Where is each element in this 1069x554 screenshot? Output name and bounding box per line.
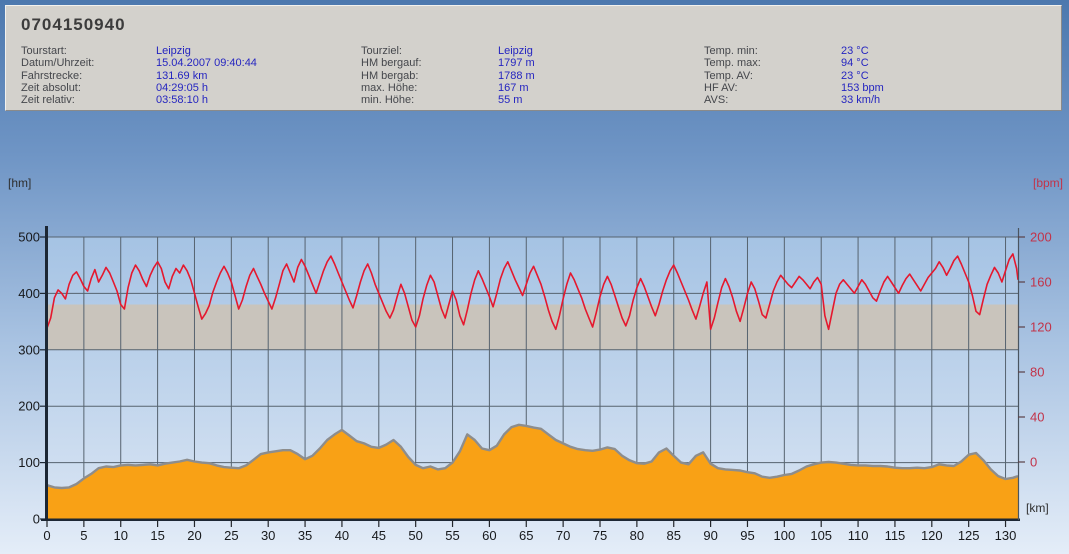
svg-text:0: 0 bbox=[1030, 455, 1037, 470]
stat-value: 04:29:05 h bbox=[156, 81, 208, 94]
svg-text:200: 200 bbox=[1030, 230, 1052, 245]
stat-row: Temp. max: 94 °C bbox=[704, 57, 884, 69]
stat-column: Tourstart: Leipzig Datum/Uhrzeit: 15.04.200… bbox=[21, 45, 257, 106]
svg-text:30: 30 bbox=[261, 528, 275, 543]
stat-row: Temp. min: 23 °C bbox=[704, 45, 884, 57]
stat-label: Zeit relativ: bbox=[21, 94, 75, 107]
stat-row: Temp. AV: 23 °C bbox=[704, 70, 884, 82]
stat-row: Zeit absolut: 04:29:05 h bbox=[21, 82, 257, 94]
svg-text:400: 400 bbox=[18, 286, 40, 301]
svg-text:75: 75 bbox=[593, 528, 607, 543]
svg-text:130: 130 bbox=[995, 528, 1017, 543]
axes bbox=[40, 226, 1025, 527]
svg-text:60: 60 bbox=[482, 528, 496, 543]
svg-text:85: 85 bbox=[667, 528, 681, 543]
stat-column: Tourziel: Leipzig HM bergauf: 1797 m HM berg… bbox=[361, 45, 535, 106]
svg-text:55: 55 bbox=[445, 528, 459, 543]
stat-label: min. Höhe: bbox=[361, 94, 415, 107]
svg-text:35: 35 bbox=[298, 528, 312, 543]
stat-row: AVS: 33 km/h bbox=[704, 94, 884, 106]
svg-text:70: 70 bbox=[556, 528, 570, 543]
stat-row: max. Höhe: 167 m bbox=[361, 82, 535, 94]
stat-value: 03:58:10 h bbox=[156, 94, 208, 107]
svg-text:80: 80 bbox=[630, 528, 644, 543]
svg-text:300: 300 bbox=[18, 342, 40, 357]
stat-row: HF AV: 153 bpm bbox=[704, 82, 884, 94]
stat-value: Leipzig bbox=[156, 45, 191, 57]
stat-label: HM bergab: bbox=[361, 69, 419, 82]
stat-value: 33 km/h bbox=[841, 94, 881, 107]
stat-label: HF AV: bbox=[704, 81, 738, 94]
stat-label: HM bergauf: bbox=[361, 57, 422, 70]
svg-text:100: 100 bbox=[18, 455, 40, 470]
svg-text:100: 100 bbox=[773, 528, 795, 543]
stat-label: Temp. AV: bbox=[704, 69, 753, 82]
axis-tick-labels: 0 100 200 300 400 500 0 40 80 120 160 200 0 5 10 15 20 25… bbox=[18, 230, 1051, 544]
svg-text:160: 160 bbox=[1030, 275, 1052, 290]
svg-text:15: 15 bbox=[150, 528, 164, 543]
stat-value: 23 °C bbox=[841, 45, 869, 57]
stat-value: 1797 m bbox=[498, 57, 535, 70]
svg-text:50: 50 bbox=[408, 528, 422, 543]
heart-rate-line bbox=[46, 253, 1019, 331]
stat-value: 153 bpm bbox=[841, 81, 884, 94]
stat-value: 55 m bbox=[498, 94, 523, 107]
stat-label: Tourstart: bbox=[21, 45, 67, 57]
svg-text:115: 115 bbox=[885, 528, 906, 543]
stat-value: 23 °C bbox=[841, 69, 869, 82]
svg-text:125: 125 bbox=[958, 528, 980, 543]
stat-label: max. Höhe: bbox=[361, 81, 418, 94]
stat-value: 1788 m bbox=[498, 69, 535, 82]
hr-zone-band bbox=[47, 304, 1018, 350]
stat-value: 131.69 km bbox=[156, 69, 208, 82]
svg-text:90: 90 bbox=[703, 528, 717, 543]
svg-text:80: 80 bbox=[1030, 365, 1044, 380]
stat-row: HM bergab: 1788 m bbox=[361, 70, 535, 82]
stat-row: HM bergauf: 1797 m bbox=[361, 57, 535, 69]
stat-value: 94 °C bbox=[841, 57, 869, 70]
svg-text:0: 0 bbox=[43, 528, 50, 543]
svg-text:95: 95 bbox=[740, 528, 754, 543]
x-axis-unit-label: [km] bbox=[1026, 501, 1049, 515]
right-axis-unit-label: [bpm] bbox=[1032, 176, 1063, 190]
svg-text:45: 45 bbox=[372, 528, 386, 543]
elevation-area bbox=[46, 423, 1019, 519]
svg-text:10: 10 bbox=[113, 528, 127, 543]
stat-row: min. Höhe: 55 m bbox=[361, 94, 535, 106]
svg-text:200: 200 bbox=[18, 399, 40, 414]
stat-label: Temp. max: bbox=[704, 57, 761, 70]
svg-text:5: 5 bbox=[80, 528, 87, 543]
stat-label: Fahrstrecke: bbox=[21, 69, 83, 82]
svg-text:105: 105 bbox=[810, 528, 832, 543]
stat-label: Temp. min: bbox=[704, 45, 758, 57]
left-axis-unit-label: [hm] bbox=[8, 176, 32, 190]
stat-value: 15.04.2007 09:40:44 bbox=[156, 57, 257, 70]
svg-text:25: 25 bbox=[224, 528, 238, 543]
svg-text:65: 65 bbox=[519, 528, 533, 543]
stat-label: Datum/Uhrzeit: bbox=[21, 57, 95, 70]
tour-id-title: 0704150940 bbox=[21, 15, 126, 34]
stat-row: Tourstart: Leipzig bbox=[21, 45, 257, 57]
stat-label: Zeit absolut: bbox=[21, 81, 81, 94]
svg-text:40: 40 bbox=[1030, 410, 1044, 425]
svg-text:110: 110 bbox=[848, 528, 869, 543]
tour-summary-panel: 0704150940 Tourstart: Leipzig Datum/Uhrzei… bbox=[5, 5, 1062, 111]
stat-row: Tourziel: Leipzig bbox=[361, 45, 535, 57]
stat-label: AVS: bbox=[704, 94, 729, 107]
stat-value: 167 m bbox=[498, 81, 529, 94]
stat-value: Leipzig bbox=[498, 45, 533, 57]
svg-text:120: 120 bbox=[1030, 320, 1052, 335]
svg-text:20: 20 bbox=[187, 528, 201, 543]
svg-text:120: 120 bbox=[921, 528, 943, 543]
stat-row: Zeit relativ: 03:58:10 h bbox=[21, 94, 257, 106]
svg-text:0: 0 bbox=[33, 512, 40, 527]
stat-column: Temp. min: 23 °C Temp. max: 94 °C Temp. AV: 2… bbox=[704, 45, 884, 106]
stat-row: Fahrstrecke: 131.69 km bbox=[21, 70, 257, 82]
svg-text:500: 500 bbox=[18, 230, 40, 245]
stat-row: Datum/Uhrzeit: 15.04.2007 09:40:44 bbox=[21, 57, 257, 69]
stat-label: Tourziel: bbox=[361, 45, 402, 57]
svg-text:40: 40 bbox=[335, 528, 349, 543]
